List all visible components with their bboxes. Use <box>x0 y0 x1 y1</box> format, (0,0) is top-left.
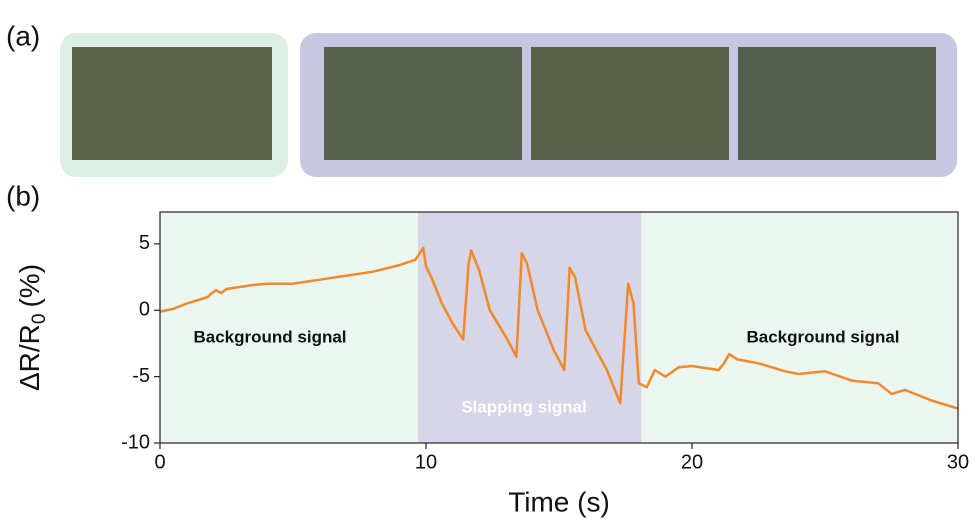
photo <box>531 47 729 160</box>
y-tick-label: 5 <box>139 232 150 254</box>
x-tick-label: 20 <box>681 451 703 473</box>
x-axis-label: Time (s) <box>508 486 610 517</box>
photo <box>738 47 936 160</box>
y-axis-label-part: 0 <box>29 314 50 325</box>
photo <box>72 47 272 160</box>
y-tick-label: 0 <box>139 299 150 321</box>
y-axis-label-part: ΔR/R <box>14 324 45 391</box>
y-axis-label-part: (%) <box>14 264 45 308</box>
plot: Background signal Slapping signal Backgrou… <box>14 212 969 517</box>
y-axis-label: ΔR/R0 (%) <box>14 264 50 391</box>
region-label: Background signal <box>193 327 346 346</box>
panel-label: (a) <box>6 20 40 51</box>
photo <box>324 47 522 160</box>
y-tick-label: -10 <box>121 431 150 453</box>
figure: (a) (b) Background signal Slapping signal… <box>0 0 977 523</box>
x-tick-label: 30 <box>947 451 969 473</box>
panel-label: (b) <box>6 180 40 211</box>
region-label: Slapping signal <box>461 397 587 416</box>
x-tick-label: 10 <box>415 451 437 473</box>
region-label: Background signal <box>746 327 899 346</box>
x-tick-label: 0 <box>154 451 165 473</box>
y-tick-label: -5 <box>132 365 150 387</box>
